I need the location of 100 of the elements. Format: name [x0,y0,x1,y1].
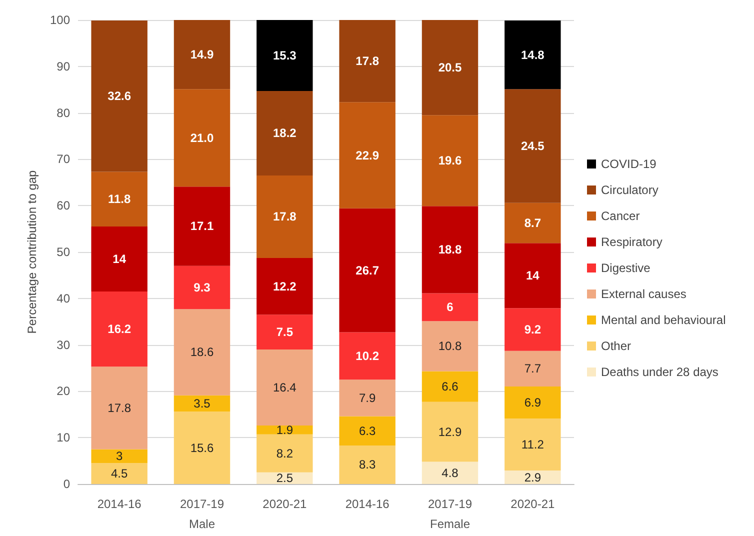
bar [174,20,230,90]
bar [504,386,561,419]
data-label: 6.9 [524,396,542,410]
bar [256,90,313,176]
bar [174,89,230,187]
data-label: 16.4 [272,380,297,394]
bar [422,115,478,206]
data-label: 12.9 [438,424,462,439]
bar [256,314,313,350]
bar [91,291,148,367]
legend-label: Mental and behavioural [601,313,726,327]
data-label: 17.1 [190,219,214,234]
bar [422,206,478,294]
x-tick-label: 2020-21 [262,497,308,511]
legend-label: Respiratory [601,235,662,249]
y-axis-title: Percentage contribution to gap [25,170,39,334]
bar [174,412,230,484]
bar [91,449,148,464]
data-label: 24.5 [520,138,545,153]
data-label: 3 [116,449,123,464]
data-label: 12.2 [272,279,297,294]
bar [422,293,478,322]
bar [504,243,561,308]
data-label: 15.6 [190,440,214,455]
bar [174,395,230,412]
data-label: 18.8 [438,242,462,257]
bar [174,186,230,266]
data-label: 9.3 [194,280,211,294]
bar [422,462,478,484]
data-label: 6.6 [442,380,459,394]
data-label: 7.5 [276,325,294,340]
data-label: 11.8 [108,192,131,206]
bar [339,102,396,208]
bar [339,416,396,446]
legend-label: COVID-19 [601,157,657,171]
y-tick-label: 50 [56,245,70,259]
bar [422,321,478,372]
bar [339,208,396,332]
bar [422,20,478,116]
bar [422,371,478,402]
data-label: 6.3 [358,424,376,438]
bar [256,434,313,472]
data-label: 10.8 [438,339,462,354]
data-label: 14.9 [190,48,214,62]
data-label: 6 [446,300,454,314]
data-label: 17.8 [356,54,380,68]
bar [339,20,396,102]
text: Male [188,517,216,531]
data-label: 17.8 [272,210,297,224]
x-tick-label: 2014-16 [345,497,390,511]
bar [91,463,148,484]
data-label: 2.9 [524,470,542,484]
data-label: 20.5 [438,60,462,75]
bar [339,332,396,380]
data-label: 14 [112,252,126,266]
bar [504,418,561,471]
data-label: 14 [526,268,540,283]
bar [174,309,230,396]
legend-label: Other [601,339,632,353]
y-tick-label: 90 [56,59,70,74]
legend-label: Deaths under 28 days [601,365,718,379]
bar [256,472,313,484]
bar [339,380,396,416]
data-label: 11.2 [521,438,544,452]
text: Female [430,517,470,531]
y-tick-label: 70 [56,152,70,166]
data-label: 4.8 [442,466,459,480]
bar [256,175,313,258]
y-tick-label: 20 [56,384,70,398]
bar [504,202,561,244]
bar [91,226,148,292]
data-label: 17.8 [108,400,132,415]
bar [504,350,561,387]
bar [504,20,561,90]
data-label: 10.2 [356,348,380,363]
data-label: 32.6 [108,89,132,104]
legend-label: Digestive [601,261,651,275]
data-label: 18.6 [190,345,214,360]
y-tick-label: 60 [56,198,70,213]
data-label: 9.2 [524,322,542,336]
legend-label: External causes [601,287,686,301]
y-tick-label: 40 [56,291,70,306]
bar [174,266,230,310]
x-tick-label: 2017-19 [180,497,224,511]
bar [504,89,561,203]
data-label: 19.6 [438,154,462,168]
data-label: 7.9 [358,390,376,405]
data-label: 18.2 [272,126,297,140]
bar [91,20,148,172]
legend-label: Cancer [601,209,640,223]
data-label: 15.3 [272,48,297,62]
y-tick-label: 100 [50,13,70,27]
data-label: 21.0 [190,130,214,145]
data-label: 14.8 [520,48,545,62]
bar [256,349,313,426]
bar [91,366,148,450]
data-label: 1.9 [276,422,294,437]
bar [339,445,396,484]
y-tick-label: 0 [63,477,70,491]
x-tick-label: 2017-19 [428,497,472,511]
